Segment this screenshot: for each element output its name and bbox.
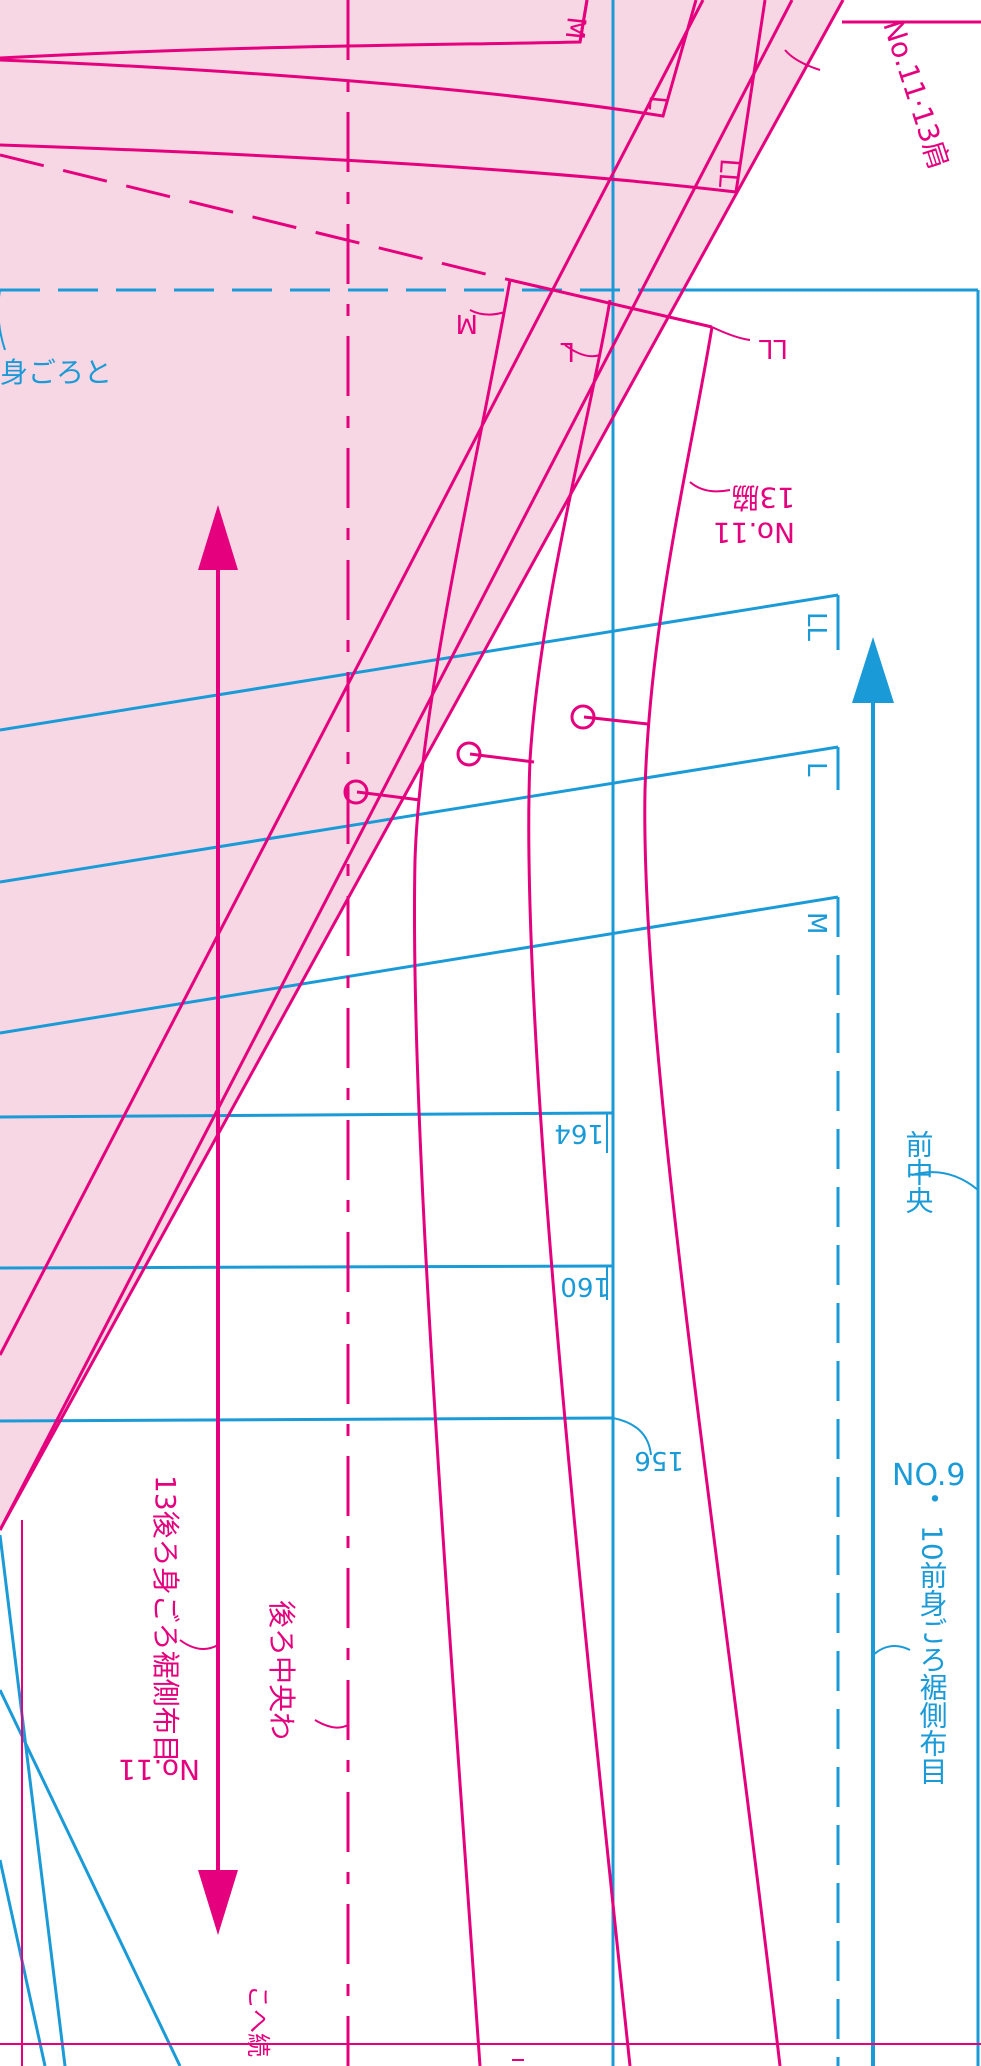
no9-10-label-line2: ・ bbox=[920, 1483, 950, 1518]
armhole-diagonal-m bbox=[0, 0, 705, 1356]
circle-notch-icon bbox=[456, 741, 482, 767]
size-m-right-label: M bbox=[801, 912, 831, 934]
no9-10-label-line1: NO.9 bbox=[892, 1458, 965, 1493]
cyan-diagonal-2 bbox=[0, 1689, 182, 2066]
front-center-leader bbox=[911, 1171, 979, 1191]
bottom-partial-label: こへ続 bbox=[244, 1985, 272, 2057]
height-156-leader bbox=[612, 1417, 652, 1456]
size-ll-neck-curve bbox=[0, 0, 767, 194]
size-l-neck-curve bbox=[0, 0, 698, 118]
height-160-line bbox=[0, 1264, 614, 1270]
height-164-label: 164 bbox=[554, 1118, 604, 1148]
side-seam-ll bbox=[643, 326, 782, 2066]
side-seam-l bbox=[527, 299, 632, 2066]
no11-13-grain-label-line1: No.11 bbox=[118, 1753, 200, 1786]
size-m-shoulder-label: M bbox=[456, 308, 478, 338]
no11-13-grain-label-line2: 13後ろ身ごろ裾側布目 bbox=[149, 1475, 182, 1763]
side-seam-m bbox=[412, 279, 512, 2066]
shoulder-dashed-line bbox=[0, 153, 511, 282]
no11-13-side-label-line2: 13脇 bbox=[731, 481, 795, 514]
height-156-line bbox=[0, 1416, 614, 1423]
circle-notch-icon bbox=[343, 779, 369, 805]
height-160-label: 160 bbox=[560, 1271, 610, 1301]
no11-13-side-label-line1: No.11 bbox=[713, 516, 795, 549]
size-ll-right-label: LL bbox=[801, 612, 831, 641]
back-grain-arrow bbox=[198, 505, 238, 1935]
back-body-partial-label: 身ごろと bbox=[0, 356, 112, 389]
circle-notch-icon bbox=[570, 704, 596, 730]
size-m-hem-line bbox=[0, 895, 839, 1035]
double-headed-arrow-icon bbox=[198, 505, 238, 570]
armhole-diagonal-l bbox=[0, 0, 794, 1531]
size-l-right-label: L bbox=[801, 762, 831, 777]
front-grain-leader bbox=[872, 1645, 911, 1656]
single-headed-arrow-icon bbox=[852, 637, 894, 703]
shoulder-solid-line bbox=[509, 278, 713, 329]
height-164-line bbox=[0, 1111, 614, 1119]
cyan-diagonal-1 bbox=[0, 1534, 67, 2066]
back-center-fold-label: 後ろ中央わ bbox=[265, 1600, 298, 1740]
no9-10-label-line3: 10前身ごろ裾側布目 bbox=[916, 1525, 949, 1785]
back-body-leader bbox=[0, 290, 6, 351]
front-grain-arrow bbox=[852, 637, 894, 2066]
size-ll-shoulder-label: LL bbox=[759, 333, 788, 363]
no11-13-shoulder-label: No.11·13肩 bbox=[876, 16, 955, 173]
size-ll-hem-line bbox=[0, 593, 839, 732]
front-center-label: 前中央 bbox=[902, 1130, 935, 1214]
size-l-top-label: L bbox=[642, 94, 673, 112]
size-l-shoulder-label: L bbox=[560, 336, 575, 366]
size-ll-top-label: LL bbox=[712, 158, 744, 190]
height-156-label: 156 bbox=[634, 1445, 684, 1475]
size-m-top-label: M bbox=[559, 15, 591, 40]
double-headed-arrow-icon bbox=[198, 1870, 238, 1935]
